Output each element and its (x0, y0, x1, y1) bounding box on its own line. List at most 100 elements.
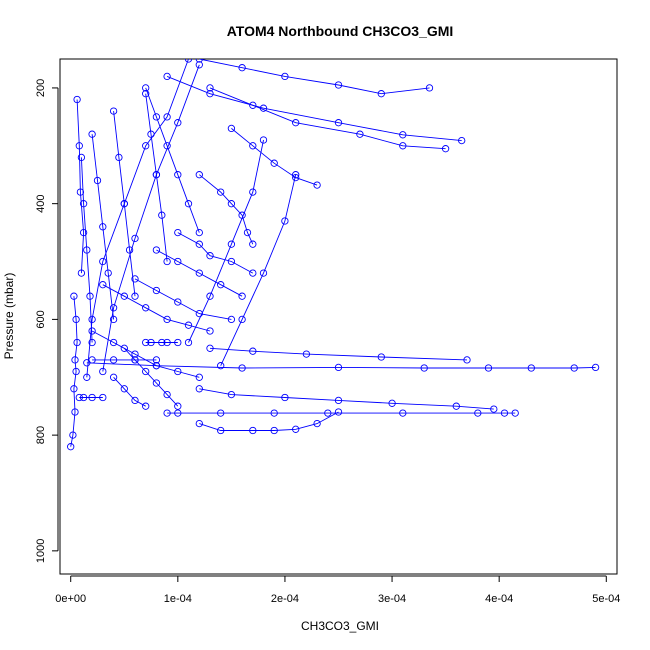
x-tick-label: 3e-04 (378, 593, 406, 605)
data-point (217, 362, 225, 370)
data-point (184, 338, 193, 347)
data-point (174, 171, 182, 179)
data-point (152, 171, 161, 179)
data-point (420, 364, 428, 372)
series-line (188, 139, 264, 343)
data-point (292, 173, 300, 182)
series-14 (174, 228, 257, 277)
data-point (249, 269, 257, 277)
data-point (227, 257, 236, 266)
data-point (243, 228, 252, 237)
data-point (490, 405, 498, 413)
data-point (217, 409, 225, 417)
data-point (79, 228, 88, 237)
data-point (174, 228, 182, 237)
data-point (249, 426, 257, 435)
data-point (131, 350, 139, 358)
data-point (195, 269, 203, 277)
data-point (206, 327, 214, 335)
data-point (184, 321, 193, 329)
data-point (99, 223, 107, 231)
data-point (184, 200, 193, 208)
data-point (270, 159, 278, 167)
data-point (72, 367, 80, 376)
y-axis: 200 400 600 800 1000 (35, 79, 59, 563)
data-point (152, 286, 161, 295)
data-point (131, 292, 139, 300)
data-point (195, 419, 203, 428)
data-point (125, 246, 134, 254)
data-point (83, 373, 91, 381)
data-point (399, 142, 407, 150)
x-axis-label: CH3CO3_GMI (301, 619, 379, 633)
data-point (281, 217, 289, 225)
data-point (206, 90, 214, 98)
data-point (88, 130, 96, 138)
data-point (71, 408, 79, 416)
data-point (174, 119, 182, 127)
series-4 (195, 408, 343, 435)
data-point (152, 356, 161, 364)
data-point (270, 409, 278, 417)
data-point (195, 240, 203, 248)
data-point (72, 315, 80, 324)
data-point (174, 298, 182, 306)
data-point (324, 409, 332, 417)
data-point (441, 145, 450, 153)
data-point (174, 402, 182, 410)
data-point (163, 315, 171, 324)
series-10 (195, 59, 434, 98)
data-point (238, 292, 246, 300)
data-point (152, 362, 161, 370)
data-point (163, 338, 171, 347)
data-point (109, 107, 118, 115)
series-line (86, 59, 189, 378)
data-point (73, 338, 81, 347)
series-24 (88, 130, 118, 324)
data-point (120, 292, 128, 300)
series-line (209, 87, 446, 150)
data-point (217, 188, 225, 196)
data-point (93, 176, 102, 185)
data-point (377, 90, 385, 98)
data-point (71, 356, 79, 364)
data-point (217, 426, 225, 435)
series-line (123, 347, 179, 407)
series-line (220, 174, 297, 366)
data-point (163, 257, 171, 266)
data-point (88, 315, 96, 324)
series-11 (206, 84, 450, 153)
data-point (399, 131, 407, 139)
data-point (195, 228, 203, 237)
data-point (292, 119, 300, 127)
y-tick-label: 1000 (35, 539, 47, 563)
data-point (281, 72, 289, 81)
series-line (134, 278, 232, 320)
data-point (86, 292, 94, 300)
data-point (131, 275, 139, 283)
series-30 (217, 171, 300, 370)
series-16 (131, 275, 236, 324)
data-point (163, 409, 171, 417)
data-point (206, 252, 214, 260)
data-point (147, 338, 155, 347)
data-point (195, 61, 203, 69)
data-point (249, 240, 257, 248)
data-point (115, 153, 123, 162)
data-point (195, 385, 203, 393)
data-point (88, 338, 96, 347)
series-line (177, 232, 254, 274)
data-point (227, 124, 236, 133)
series-line (166, 75, 462, 142)
data-point (109, 356, 118, 364)
data-point (281, 393, 289, 402)
data-point (99, 367, 107, 376)
data-point (152, 246, 161, 254)
data-point (591, 363, 600, 372)
data-point (75, 142, 83, 150)
series-line (80, 157, 93, 343)
data-point (511, 409, 519, 417)
data-point (227, 315, 236, 324)
data-point (174, 338, 182, 347)
y-axis-label: Pressure (mbar) (2, 273, 16, 360)
